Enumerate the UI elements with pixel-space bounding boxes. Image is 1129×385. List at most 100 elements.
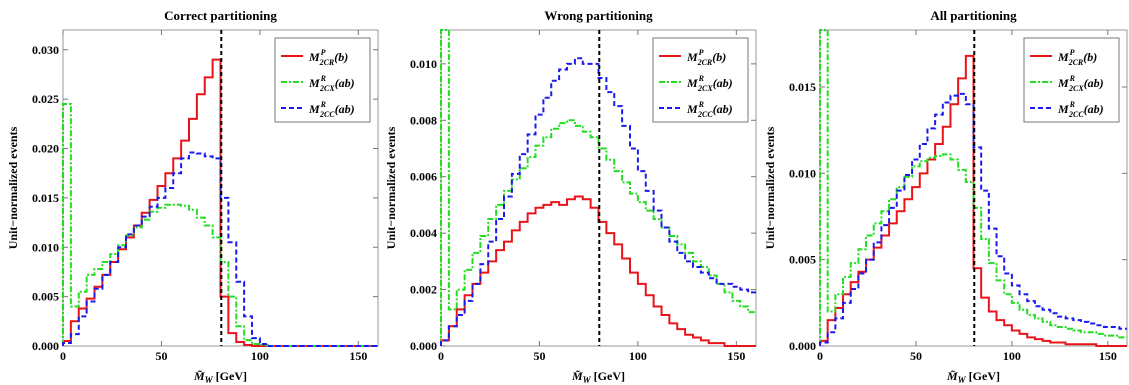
legend-label-sup: R xyxy=(698,74,705,83)
x-axis-subscript: W xyxy=(958,375,967,385)
legend-label: MR 2CX(ab) xyxy=(686,74,733,93)
x-axis-unit: [GeV] xyxy=(966,369,1000,383)
legend-label-sup: P xyxy=(699,48,704,57)
legend-label-main: M xyxy=(1057,76,1069,90)
histogram-series-3 xyxy=(819,92,1127,346)
x-tick-label: 50 xyxy=(533,349,545,363)
legend-label-arg: (ab) xyxy=(1084,76,1104,90)
x-tick-label: 50 xyxy=(910,349,922,363)
histogram-series-2 xyxy=(440,29,756,346)
x-axis-symbol: M̃ xyxy=(571,369,583,383)
chart-title: All partitioning xyxy=(930,8,1017,23)
legend-label-main: M xyxy=(308,102,320,116)
legend-label-arg: (b) xyxy=(1083,50,1097,64)
legend-label: MR 2CX(ab) xyxy=(308,74,355,93)
x-tick-label: 0 xyxy=(817,349,823,363)
y-axis-label: Unit−normalized events xyxy=(6,126,20,249)
x-tick-label: 0 xyxy=(60,349,66,363)
legend-label: MR 2CC(ab) xyxy=(686,100,733,119)
legend-label-arg: (ab) xyxy=(335,102,355,116)
chart-title: Correct partitioning xyxy=(164,8,277,23)
y-tick-label: 0.002 xyxy=(410,283,437,297)
chart-panel-3: All partitioning 0 50 100 150 0.000 0.005 0.010… xyxy=(763,8,1128,385)
legend-label-sub: 2CC xyxy=(319,110,335,119)
x-axis-unit: [GeV] xyxy=(213,369,247,383)
y-tick-label: 0.005 xyxy=(789,253,816,267)
legend-label-arg: (ab) xyxy=(713,76,733,90)
legend-label-sub: 2CR xyxy=(697,58,713,67)
y-tick-label: 0.010 xyxy=(32,240,59,254)
legend-label-sup: R xyxy=(698,100,705,109)
y-tick-label: 0.000 xyxy=(789,339,816,353)
legend-label-sup: R xyxy=(1069,74,1076,83)
legend-label: MR 2CC(ab) xyxy=(1057,100,1104,119)
legend-label-sub: 2CR xyxy=(319,58,335,67)
x-tick-label: 150 xyxy=(1099,349,1117,363)
x-axis-label: M̃W [GeV] xyxy=(946,369,1000,385)
x-tick-label: 150 xyxy=(727,349,745,363)
legend-label-arg: (b) xyxy=(334,50,348,64)
y-axis-label: Unit−normalized events xyxy=(763,126,777,249)
legend-label-sup: R xyxy=(1069,100,1076,109)
legend-label-sup: R xyxy=(320,100,327,109)
legend-label-sup: P xyxy=(321,48,326,57)
y-tick-label: 0.004 xyxy=(410,226,437,240)
y-tick-label: 0.010 xyxy=(410,57,437,71)
y-axis-label: Unit−normalized events xyxy=(384,126,398,249)
x-axis-label: M̃W [GeV] xyxy=(571,369,625,385)
x-axis-subscript: W xyxy=(205,375,214,385)
legend-label: MP 2CR(b) xyxy=(1057,48,1097,67)
legend-label-arg: (ab) xyxy=(1084,102,1104,116)
histogram-series-3 xyxy=(440,57,756,346)
legend-label-sub: 2CC xyxy=(1068,110,1084,119)
legend-label-main: M xyxy=(686,50,698,64)
legend-label-sup: R xyxy=(320,74,327,83)
y-tick-label: 0.008 xyxy=(410,113,437,127)
y-tick-label: 0.000 xyxy=(410,339,437,353)
y-tick-label: 0.015 xyxy=(789,80,816,94)
legend-label-main: M xyxy=(1057,102,1069,116)
histogram-series-3 xyxy=(62,151,378,347)
legend-label-sub: 2CX xyxy=(697,84,713,93)
legend-label-arg: (ab) xyxy=(713,102,733,116)
y-tick-label: 0.020 xyxy=(32,142,59,156)
chart-title: Wrong partitioning xyxy=(544,8,653,23)
legend-label-main: M xyxy=(686,76,698,90)
legend-label-main: M xyxy=(1057,50,1069,64)
legend-label-arg: (ab) xyxy=(335,76,355,90)
y-tick-label: 0.030 xyxy=(32,43,59,57)
x-tick-label: 100 xyxy=(1003,349,1021,363)
legend-label-main: M xyxy=(308,50,320,64)
legend-label-main: M xyxy=(308,76,320,90)
y-tick-label: 0.015 xyxy=(32,191,59,205)
y-tick-label: 0.010 xyxy=(789,166,816,180)
y-tick-label: 0.006 xyxy=(410,170,437,184)
y-tick-label: 0.025 xyxy=(32,92,59,106)
x-axis-symbol: M̃ xyxy=(193,369,205,383)
legend-label-sub: 2CX xyxy=(319,84,335,93)
x-tick-label: 150 xyxy=(349,349,367,363)
legend-label: MP 2CR(b) xyxy=(686,48,726,67)
histogram-series-2 xyxy=(62,103,378,347)
y-tick-label: 0.005 xyxy=(32,290,59,304)
legend-label-sub: 2CR xyxy=(1068,58,1084,67)
y-tick-label: 0.000 xyxy=(32,339,59,353)
legend-label: MR 2CC(ab) xyxy=(308,100,355,119)
legend-label: MP 2CR(b) xyxy=(308,48,348,67)
chart-panel-1: Correct partitioning 0 50 100 150 0.000 0.005 0… xyxy=(6,8,379,385)
legend-label-sup: P xyxy=(1070,48,1075,57)
legend-label-sub: 2CC xyxy=(697,110,713,119)
x-tick-label: 50 xyxy=(155,349,167,363)
x-tick-label: 100 xyxy=(629,349,647,363)
x-axis-unit: [GeV] xyxy=(591,369,625,383)
chart-panel-2: Wrong partitioning 0 50 100 150 0.000 0.002 0.0… xyxy=(384,8,757,385)
legend-label: MR 2CX(ab) xyxy=(1057,74,1104,93)
legend-label-sub: 2CX xyxy=(1068,84,1084,93)
x-axis-symbol: M̃ xyxy=(946,369,958,383)
histogram-series-2 xyxy=(819,29,1127,346)
x-axis-subscript: W xyxy=(583,375,592,385)
x-tick-label: 100 xyxy=(251,349,269,363)
legend-label-main: M xyxy=(686,102,698,116)
x-axis-label: M̃W [GeV] xyxy=(193,369,247,385)
